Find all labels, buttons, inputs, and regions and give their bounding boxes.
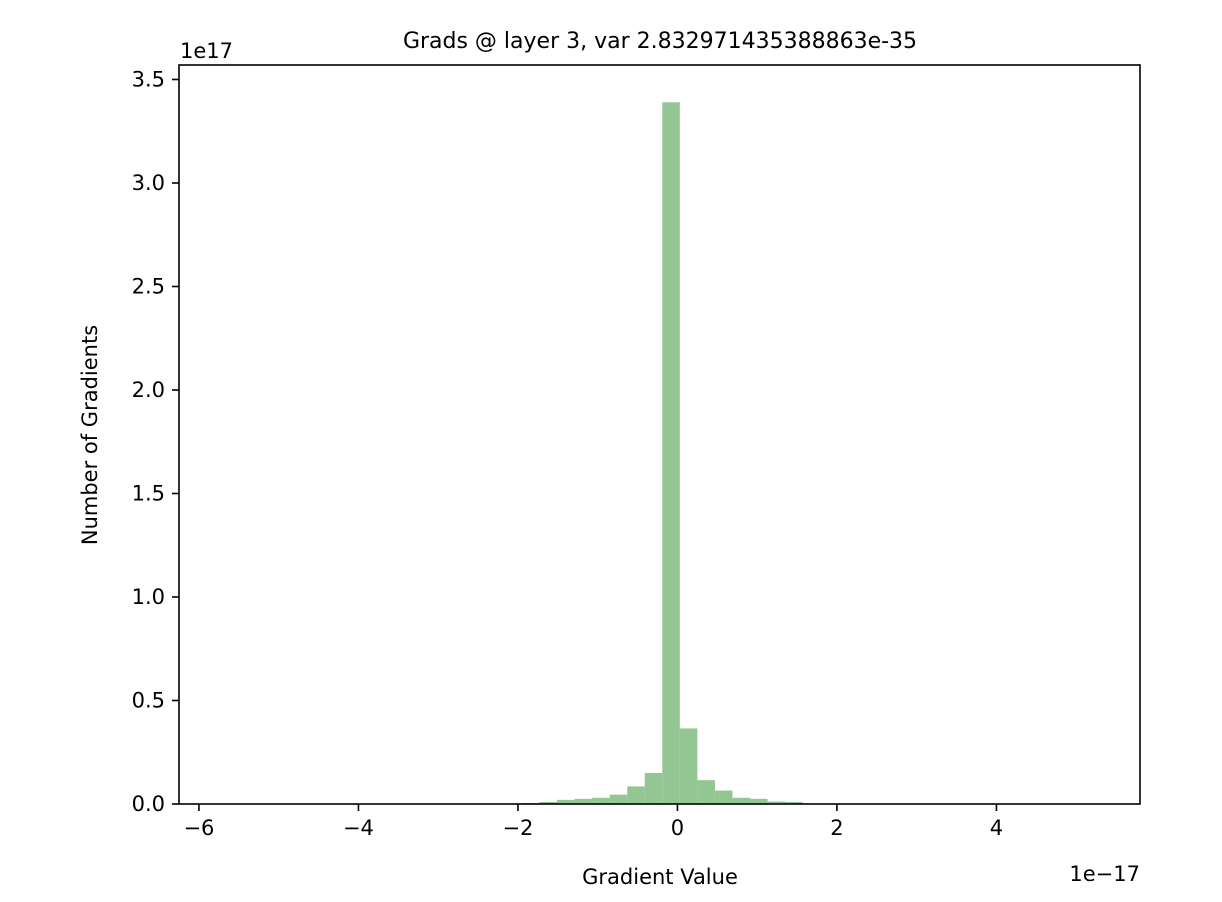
x-offset-label: 1e−17 bbox=[1069, 862, 1140, 886]
y-ticks: 0.0 0.5 1.0 1.5 2.0 2.5 3.0 3.5 bbox=[132, 67, 179, 816]
histogram-bar bbox=[714, 790, 733, 804]
y-tick-label: 3.0 bbox=[132, 171, 165, 195]
x-tick-label: −2 bbox=[502, 816, 533, 840]
histogram-bar bbox=[557, 799, 575, 804]
plot-frame bbox=[178, 64, 1141, 805]
y-tick-label: 1.5 bbox=[132, 481, 165, 505]
x-tick-label: 2 bbox=[830, 816, 843, 840]
chart-title: Grads @ layer 3, var 2.832971435388863e-… bbox=[403, 29, 917, 54]
x-tick-label: 4 bbox=[990, 816, 1003, 840]
y-tick-label: 0.5 bbox=[132, 688, 165, 712]
histogram-bar bbox=[750, 798, 768, 804]
y-tick-label: 3.5 bbox=[132, 67, 165, 91]
y-tick-label: 2.5 bbox=[132, 274, 165, 298]
x-ticks: −6 −4 −2 0 2 4 bbox=[183, 804, 1003, 840]
histogram-bar bbox=[539, 801, 558, 804]
x-axis-label: Gradient Value bbox=[582, 865, 738, 889]
histogram-bar bbox=[609, 794, 628, 804]
histogram-bar bbox=[574, 798, 593, 804]
histogram-bar bbox=[697, 780, 715, 804]
x-tick-label: 0 bbox=[671, 816, 684, 840]
x-tick-label: −4 bbox=[343, 816, 374, 840]
histogram-bar bbox=[627, 786, 645, 804]
bars-group bbox=[521, 102, 803, 805]
y-tick-label: 1.0 bbox=[132, 585, 165, 609]
y-offset-label: 1e17 bbox=[180, 39, 233, 63]
histogram-bar bbox=[644, 772, 663, 804]
histogram-bar bbox=[592, 797, 610, 804]
histogram-bar bbox=[785, 801, 803, 804]
histogram-bar bbox=[662, 102, 680, 805]
histogram-bar bbox=[732, 797, 751, 804]
y-axis-label: Number of Gradients bbox=[78, 325, 102, 545]
y-tick-label: 2.0 bbox=[132, 378, 165, 402]
x-tick-label: −6 bbox=[183, 816, 214, 840]
histogram-bar bbox=[679, 728, 698, 804]
y-tick-label: 0.0 bbox=[132, 792, 165, 816]
histogram-bar bbox=[767, 801, 786, 804]
